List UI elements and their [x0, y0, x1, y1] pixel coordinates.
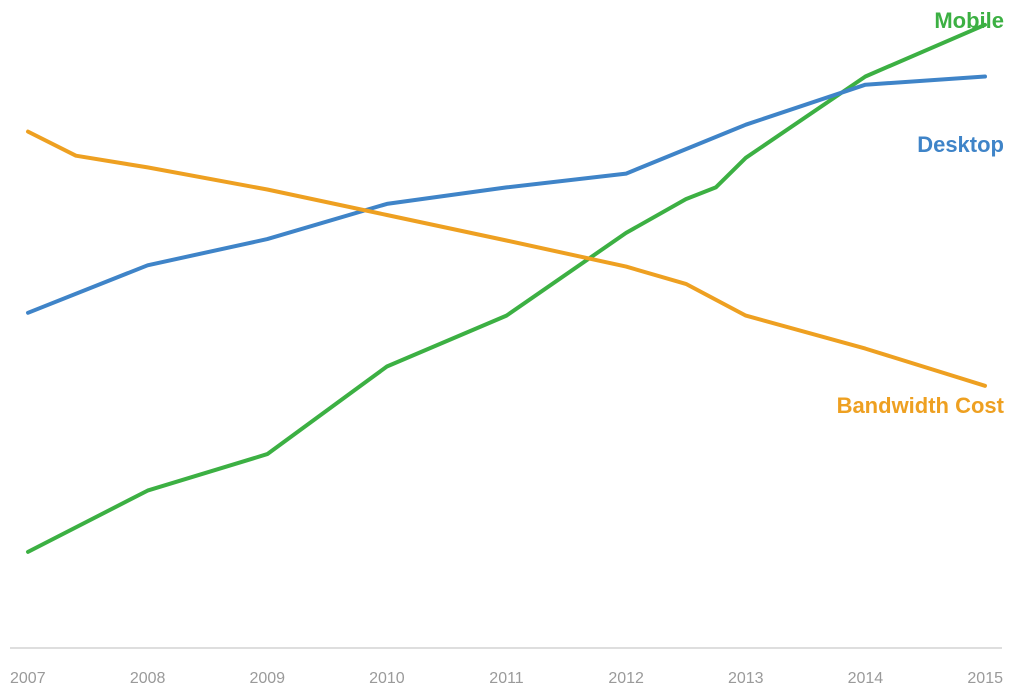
x-tick-label-2008: 2008 — [130, 670, 166, 687]
series-label-desktop: Desktop — [917, 132, 1004, 157]
x-tick-label-2012: 2012 — [608, 670, 644, 687]
x-tick-label-2014: 2014 — [848, 670, 884, 687]
x-tick-label-2010: 2010 — [369, 670, 405, 687]
series-label-mobile: Mobile — [934, 8, 1004, 33]
x-tick-label-2009: 2009 — [249, 670, 285, 687]
series-line-bandwidth-cost — [26, 129, 987, 388]
x-tick-label-2007: 2007 — [10, 670, 46, 687]
x-tick-labels: 2007 2008 2009 2010 2011 2012 2013 2014 2015 — [10, 670, 1003, 687]
x-tick-label-2015: 2015 — [967, 670, 1003, 687]
series-layer — [26, 22, 987, 554]
series-line-mobile — [26, 22, 987, 554]
x-tick-label-2011: 2011 — [489, 670, 524, 687]
x-tick-label-2013: 2013 — [728, 670, 764, 687]
series-label-bandwidth-cost: Bandwidth Cost — [837, 393, 1005, 418]
series-labels: Mobile Desktop Bandwidth Cost — [837, 8, 1005, 418]
series-line-desktop — [26, 74, 987, 315]
